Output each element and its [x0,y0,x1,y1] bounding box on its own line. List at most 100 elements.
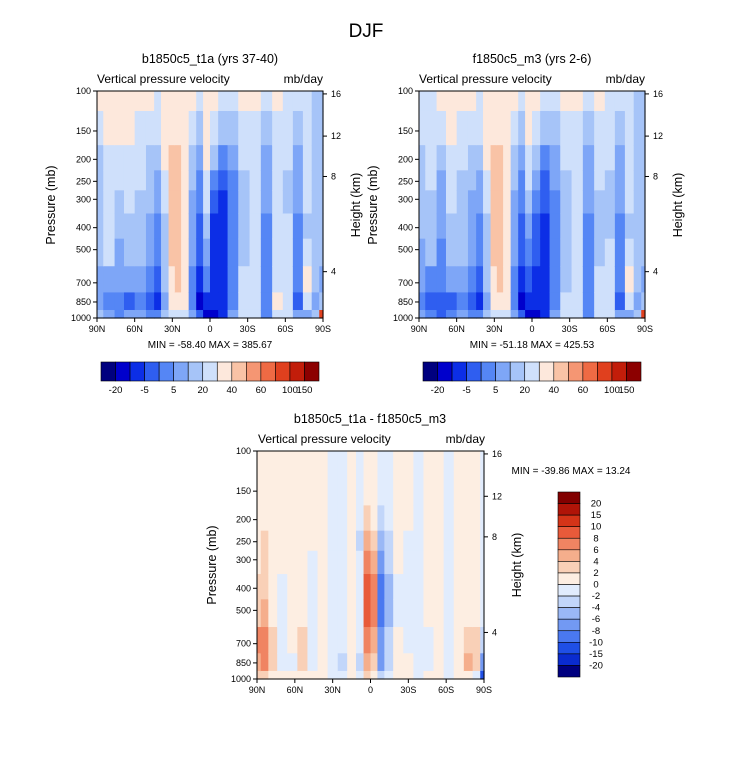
heatmap-cell [532,190,541,215]
heatmap-cell [161,190,170,215]
heatmap-cell [571,190,584,215]
x-tick-label: 30S [562,324,578,334]
heatmap-cell [413,530,425,552]
heatmap-cell [370,574,379,600]
heatmap-cell [282,266,294,294]
heatmap-cell [238,266,251,294]
heatmap-cell [161,145,170,171]
heatmap-cell [443,530,455,552]
colorbar-label: 150 [619,385,635,396]
heatmap-cell [510,309,519,319]
heatmap-cell [174,292,182,311]
heatmap-cell [641,145,646,171]
y-tick-label: 500 [236,605,251,615]
heatmap-cell [483,292,492,311]
heatmap-cell [456,190,469,215]
heatmap-cell [188,238,197,267]
x-tick-label: 60S [277,324,293,334]
heatmap-cell [145,266,155,294]
heatmap-cell [370,505,379,532]
heatmap-cell [503,91,512,112]
heatmap-cell [540,110,551,146]
heatmap-cell [363,530,372,552]
heatmap-cell [419,170,426,191]
heatmap-cell [641,213,646,240]
heatmap-cell [292,238,304,267]
heatmap-cell [532,91,541,112]
heatmap-cell [633,190,642,215]
heatmap-cell [614,292,626,311]
heatmap-cell [532,309,541,319]
heatmap-cell [249,145,262,171]
heatmap-cell [145,190,155,215]
heatmap-cell [433,471,445,506]
heatmap-cell [518,213,526,240]
heatmap-cell [641,292,646,311]
colorbar-label: 20 [519,385,530,396]
heatmap-cell [203,170,211,191]
page-title: DJF [349,21,384,42]
heatmap-cell [436,110,447,146]
heatmap-cell [433,599,445,628]
heatmap-cell [168,91,176,112]
heatmap-cell [327,471,339,506]
heatmap-cell [540,190,551,215]
heatmap-cell [490,91,498,112]
heatmap-cell [490,309,498,319]
heatmap-cell [307,451,319,472]
heatmap-cell [624,170,635,191]
heatmap-cell [260,550,269,575]
heatmap-cell [319,309,324,319]
heatmap-cell [436,309,447,319]
heatmap-cell [445,292,458,311]
heatmap-cell [249,213,262,240]
heatmap-cell [337,530,348,552]
panel-1-right-label: mb/day [284,72,323,86]
heatmap-cell [97,309,104,319]
colorbar-label: 5 [493,385,498,396]
heatmap-cell [423,627,435,654]
heatmap-cell [377,653,385,672]
heatmap-cell [292,292,304,311]
heatmap-cell [614,110,626,146]
heatmap-cell [97,292,104,311]
heatmap-cell [277,505,288,532]
heatmap-cell [453,451,465,472]
heatmap-cell [307,471,319,506]
heatmap-cell [560,170,573,191]
heatmap-cell [419,266,426,294]
heatmap-cell [154,238,162,267]
heatmap-cell [257,451,262,472]
heatmap-cell [103,309,116,319]
heatmap-cell [604,266,616,294]
heatmap-cell [467,213,477,240]
heatmap-cell [614,238,626,267]
heatmap-cell [210,110,219,146]
heatmap-cell [238,91,251,112]
colorbar-box [231,361,247,382]
heatmap-cell [227,292,239,311]
colorbar-box [597,361,613,382]
heatmap-cell [297,599,309,628]
heatmap-cell [384,574,394,600]
heatmap-cell [624,238,635,267]
heatmap-cell [282,238,294,267]
heatmap-cell [467,91,477,112]
heatmap-cell [604,110,616,146]
heatmap-cell [356,574,365,600]
heatmap-cell [282,110,294,146]
heatmap-cell [633,309,642,319]
heatmap-cell [571,309,584,319]
heatmap-cell [425,292,438,311]
heatmap-cell [327,550,339,575]
heatmap-cell [582,213,595,240]
heatmap-cell [260,170,273,191]
heatmap-cell [174,213,182,240]
heatmap-cell [425,91,438,112]
heatmap-cell [403,471,414,506]
heatmap-cell [413,627,425,654]
heatmap-cell [483,266,492,294]
heatmap-cell [188,145,197,171]
heatmap-cell [419,213,426,240]
